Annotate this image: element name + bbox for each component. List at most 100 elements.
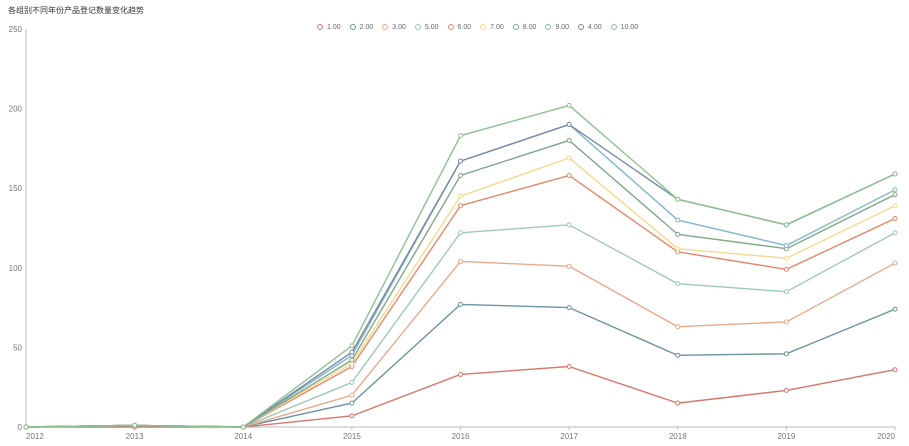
data-point — [892, 306, 898, 312]
data-point — [566, 122, 572, 128]
data-point — [349, 400, 355, 406]
x-tick-label: 2015 — [343, 432, 361, 441]
x-tick-label: 2014 — [234, 432, 252, 441]
chart-title: 各组别不同年份产品登记数量变化趋势 — [8, 6, 144, 15]
series-line-6.00 — [25, 174, 896, 428]
data-point — [675, 352, 681, 358]
legend-item[interactable]: 3.00 — [382, 24, 406, 31]
legend-label: 10.00 — [620, 23, 639, 31]
legend-label: 5.00 — [424, 23, 439, 31]
data-point — [783, 351, 789, 357]
legend-item[interactable]: 7.00 — [480, 24, 504, 31]
series-line-4.00 — [25, 123, 896, 428]
legend-item[interactable]: 9.00 — [545, 24, 569, 31]
legend-marker-icon — [447, 24, 454, 30]
series-line-5.00 — [25, 224, 896, 428]
x-tick-label: 2018 — [669, 432, 687, 441]
y-tick-label: 100 — [9, 264, 23, 273]
x-tick-label: 2013 — [126, 432, 144, 441]
data-point — [349, 413, 355, 419]
data-point — [458, 133, 463, 139]
data-point — [892, 187, 898, 193]
legend-marker-icon — [317, 24, 323, 30]
legend-label: 2.00 — [359, 23, 374, 31]
legend-item[interactable]: 4.00 — [578, 24, 602, 31]
data-point — [892, 230, 898, 236]
data-point — [675, 324, 681, 330]
legend-label: 1.00 — [327, 23, 341, 31]
y-tick-label: 0 — [18, 423, 23, 432]
legend-item[interactable]: 8.00 — [512, 23, 537, 31]
data-point — [892, 192, 898, 198]
series-line-3.00 — [25, 260, 896, 428]
data-point — [458, 371, 463, 377]
data-point — [458, 230, 463, 236]
data-point — [566, 364, 572, 370]
legend-label: 4.00 — [588, 23, 602, 31]
data-point — [566, 155, 572, 161]
legend-marker-icon — [382, 24, 389, 30]
legend-label: 8.00 — [522, 23, 537, 31]
data-point — [566, 263, 572, 269]
legend-item[interactable]: 2.00 — [349, 23, 374, 31]
data-point — [675, 246, 681, 252]
data-point — [566, 102, 572, 108]
legend: 1.00 2.00 3.00 5.00 6.00 7.00 8.00 9.00 4.00 10.0… — [317, 21, 647, 33]
legend-marker-icon — [480, 24, 487, 30]
data-point — [566, 137, 572, 143]
data-point — [458, 203, 463, 209]
data-point — [892, 215, 898, 221]
data-point — [783, 243, 789, 249]
data-point — [132, 422, 138, 428]
y-tick-label: 150 — [9, 184, 23, 193]
data-point — [783, 289, 789, 295]
data-point — [675, 196, 681, 202]
data-point — [349, 343, 355, 349]
legend-label: 3.00 — [392, 23, 406, 31]
x-tick-label: 2012 — [26, 432, 44, 441]
data-point — [458, 158, 463, 164]
data-point — [892, 171, 898, 177]
data-point — [240, 424, 246, 430]
legend-item[interactable]: 10.00 — [610, 23, 639, 31]
data-point — [458, 258, 463, 264]
data-point — [349, 379, 355, 385]
data-point — [566, 305, 572, 311]
data-point — [675, 217, 681, 223]
legend-marker-icon — [512, 24, 519, 30]
data-point — [566, 222, 572, 228]
legend-label: 6.00 — [457, 23, 472, 31]
legend-item[interactable]: 5.00 — [414, 23, 439, 31]
x-tick-label: 2016 — [452, 432, 470, 441]
data-point — [675, 400, 681, 406]
y-tick-label: 250 — [9, 25, 23, 34]
data-point — [349, 392, 355, 398]
data-point — [783, 319, 789, 325]
data-point — [675, 281, 681, 287]
legend-item[interactable]: 6.00 — [447, 23, 472, 31]
data-point — [783, 387, 789, 393]
data-point — [783, 255, 789, 261]
legend-item[interactable]: 1.00 — [317, 24, 341, 31]
data-point — [566, 172, 572, 178]
data-point — [458, 172, 463, 178]
data-point — [783, 266, 789, 272]
data-point — [675, 231, 681, 237]
legend-label: 9.00 — [555, 23, 569, 31]
data-point — [23, 424, 29, 430]
x-tick-label: 2020 — [877, 432, 895, 441]
series-line-8.00 — [25, 139, 896, 428]
y-tick-label: 50 — [13, 343, 22, 352]
legend-marker-icon — [578, 24, 584, 30]
x-tick-label: 2017 — [560, 432, 578, 441]
data-point — [783, 222, 789, 228]
data-point — [892, 367, 898, 373]
y-tick-label: 200 — [9, 105, 23, 114]
legend-marker-icon — [545, 24, 552, 30]
data-point — [458, 193, 463, 199]
legend-label: 7.00 — [490, 23, 504, 31]
data-point — [892, 203, 898, 209]
legend-marker-icon — [414, 24, 421, 30]
